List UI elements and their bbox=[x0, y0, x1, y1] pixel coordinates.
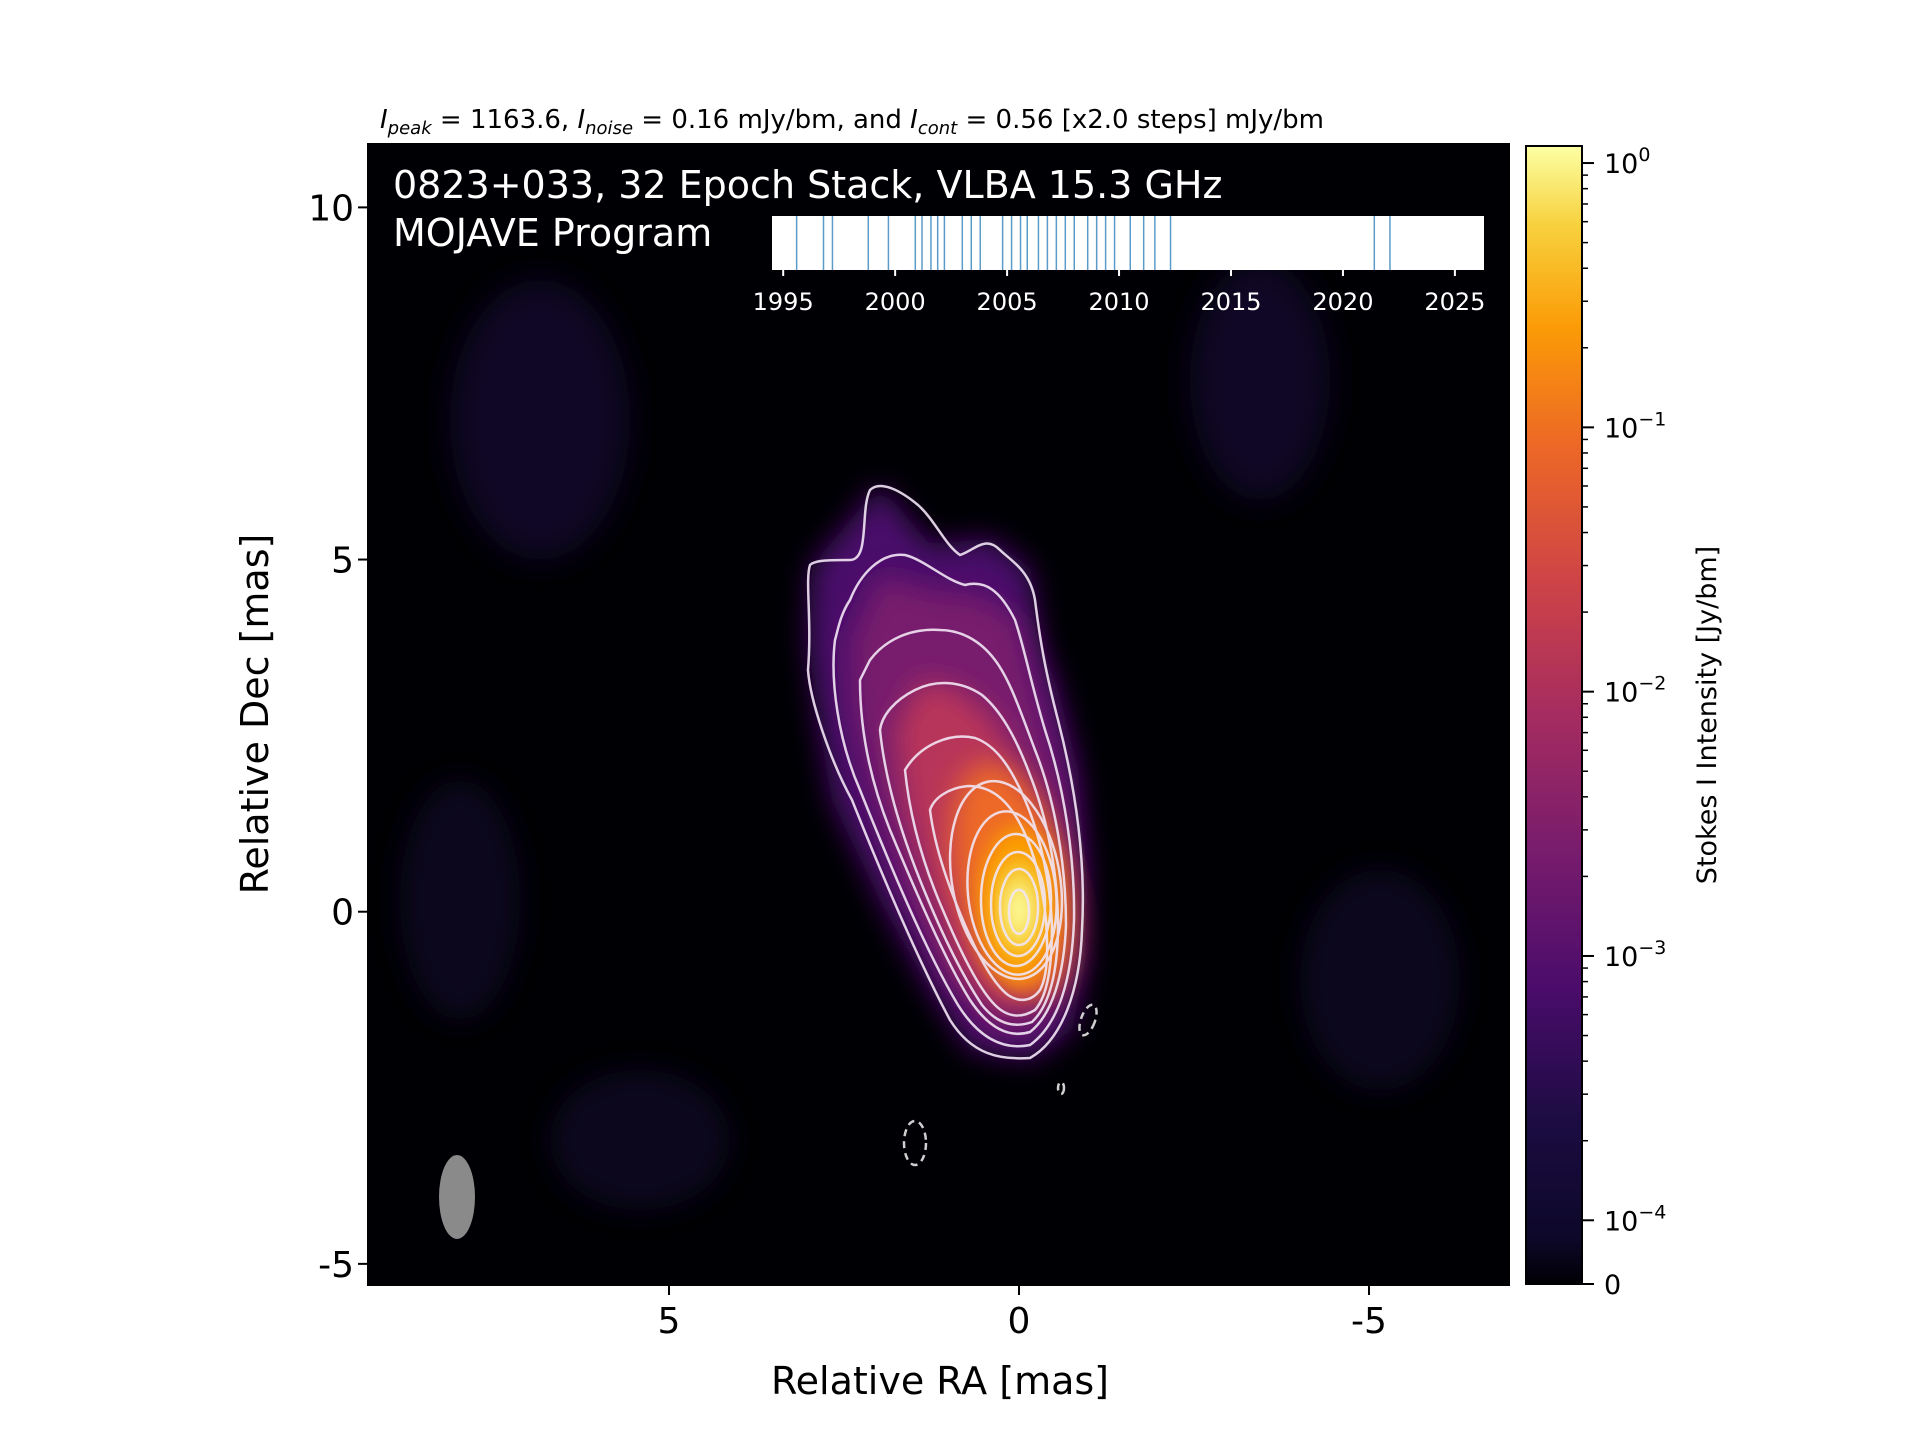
contour-level-11 bbox=[998, 867, 1040, 947]
timeline-tick-label: 2020 bbox=[1312, 288, 1373, 316]
epoch-timeline: 1995 2000 2005 2010 2015 2020 2025 bbox=[753, 216, 1485, 316]
x-axis-label: Relative RA [mas] bbox=[771, 1359, 1109, 1403]
colorbar-frame bbox=[1525, 145, 1583, 1285]
colorbar: 100 10−1 10−2 10−3 10−4 0 Stokes I Intensity … bbox=[1525, 144, 1723, 1301]
colorbar-tick-label: 10−3 bbox=[1604, 937, 1666, 973]
annotation-line-2: MOJAVE Program bbox=[393, 211, 712, 255]
y-tick-label: 5 bbox=[331, 541, 354, 582]
colorbar-tick-label: 100 bbox=[1604, 144, 1650, 180]
x-tick-label: 0 bbox=[1008, 1301, 1031, 1342]
y-tick-label: 10 bbox=[308, 188, 354, 229]
contour-level-8 bbox=[966, 810, 1058, 976]
timeline-tick-label: 2025 bbox=[1424, 288, 1485, 316]
plot-title: Ipeak = 1163.6, Inoise = 0.16 mJy/bm, an… bbox=[380, 105, 1324, 139]
y-tick-label: -5 bbox=[318, 1245, 354, 1286]
contour-level-2 bbox=[832, 553, 1076, 1048]
colorbar-gradient bbox=[1526, 146, 1582, 1284]
x-tick-label: -5 bbox=[1351, 1301, 1387, 1342]
negative-contour bbox=[1078, 1003, 1098, 1037]
timeline-tick-label: 2005 bbox=[977, 288, 1038, 316]
plot-frame bbox=[367, 143, 1510, 1286]
contours bbox=[806, 484, 1085, 1060]
y-tick-label: 0 bbox=[331, 893, 354, 934]
annotation-line-1: 0823+033, 32 Epoch Stack, VLBA 15.3 GHz bbox=[393, 163, 1222, 207]
timeline-tick-label: 2015 bbox=[1200, 288, 1261, 316]
contour-level-9 bbox=[979, 832, 1053, 968]
negative-contour bbox=[1056, 1080, 1066, 1096]
negative-contours bbox=[902, 1003, 1098, 1167]
contour-level-3 bbox=[858, 628, 1068, 1036]
colorbar-tick-label: 10−1 bbox=[1604, 408, 1666, 444]
timeline-tick-label: 2000 bbox=[865, 288, 926, 316]
contour-level-6 bbox=[928, 784, 1049, 1002]
timeline-tick-label: 2010 bbox=[1089, 288, 1150, 316]
colorbar-tick-label: 0 bbox=[1604, 1270, 1621, 1301]
contour-level-10 bbox=[989, 850, 1047, 958]
timeline-box bbox=[772, 216, 1484, 270]
colorbar-tick-label: 10−2 bbox=[1604, 673, 1666, 709]
x-axis: 5 0 -5 bbox=[658, 1285, 1387, 1342]
contour-level-12 bbox=[1007, 888, 1031, 935]
y-axis-label: Relative Dec [mas] bbox=[233, 534, 277, 895]
contour-level-1 bbox=[806, 484, 1085, 1060]
beam-ellipse bbox=[439, 1155, 475, 1239]
negative-contour bbox=[902, 1119, 928, 1167]
faint-background-emission bbox=[400, 260, 1460, 1210]
contour-level-7 bbox=[948, 779, 1064, 981]
image-panel: 1995 2000 2005 2010 2015 2020 2025 bbox=[368, 144, 1509, 1285]
timeline-tick-label: 1995 bbox=[753, 288, 814, 316]
colorbar-label: Stokes I Intensity [Jy/bm] bbox=[1692, 546, 1723, 884]
y-axis: -5 0 5 10 bbox=[308, 188, 368, 1286]
x-tick-label: 5 bbox=[658, 1301, 681, 1342]
colorbar-tick-label: 10−4 bbox=[1604, 1201, 1666, 1237]
contour-level-5 bbox=[903, 735, 1054, 1017]
